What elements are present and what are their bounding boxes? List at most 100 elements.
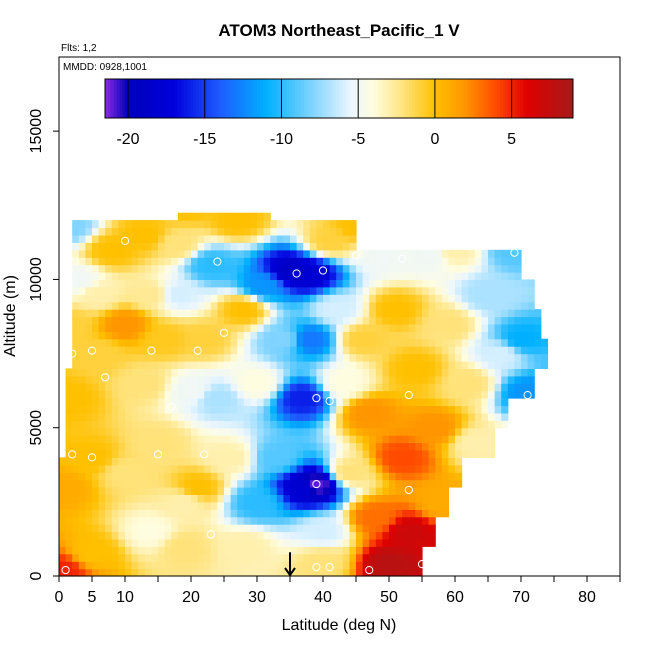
- heatmap-cell: [92, 272, 100, 280]
- heatmap-cell: [362, 309, 370, 318]
- heatmap-cell: [336, 331, 344, 340]
- heatmap-cell: [369, 368, 377, 377]
- heatmap-cell: [534, 338, 542, 347]
- heatmap-cell: [191, 405, 199, 414]
- heatmap-cell: [507, 316, 515, 325]
- heatmap-cell: [164, 427, 172, 436]
- heatmap-cell: [342, 524, 350, 533]
- heatmap-cell: [382, 361, 390, 369]
- heatmap-cell: [92, 553, 100, 562]
- heatmap-cell: [296, 435, 304, 444]
- heatmap-cell: [296, 242, 304, 251]
- heatmap-cell: [72, 553, 80, 562]
- heatmap-cell: [356, 353, 364, 362]
- heatmap-cell: [428, 383, 436, 392]
- heatmap-cell: [441, 398, 449, 407]
- heatmap-cell: [224, 516, 232, 525]
- heatmap-cell: [402, 546, 410, 555]
- heatmap-cell: [290, 316, 298, 325]
- heatmap-cell: [204, 257, 212, 266]
- heatmap-cell: [59, 501, 67, 510]
- heatmap-cell: [184, 457, 192, 466]
- heatmap-cell: [210, 405, 218, 414]
- heatmap-cell: [257, 279, 265, 288]
- heatmap-cell: [263, 279, 271, 288]
- heatmap-cell: [78, 412, 86, 421]
- heatmap-cell: [257, 368, 265, 377]
- heatmap-cell: [309, 435, 317, 444]
- heatmap-cell: [501, 383, 509, 392]
- heatmap-cell: [105, 516, 113, 525]
- heatmap-cell: [105, 234, 113, 243]
- heatmap-cell: [382, 435, 390, 444]
- heatmap-cell: [78, 286, 86, 295]
- heatmap-cell: [323, 479, 331, 488]
- heatmap-cell: [191, 323, 199, 332]
- subtitle-dates: MMDD: 0928,1001: [63, 62, 147, 73]
- heatmap-cell: [474, 264, 482, 273]
- heatmap-cell: [151, 368, 159, 377]
- colorbar-swatch: [473, 79, 477, 118]
- heatmap-cell: [111, 361, 119, 369]
- heatmap-cell: [177, 531, 185, 540]
- heatmap-cell: [336, 405, 344, 414]
- heatmap-cell: [210, 220, 218, 229]
- heatmap-cell: [78, 242, 86, 251]
- heatmap-cell: [283, 390, 291, 399]
- heatmap-cell: [428, 257, 436, 266]
- heatmap-cell: [270, 516, 278, 525]
- heatmap-cell: [296, 323, 304, 332]
- heatmap-cell: [197, 509, 205, 518]
- heatmap-cell: [474, 383, 482, 392]
- heatmap-cell: [171, 323, 179, 332]
- heatmap-cell: [197, 479, 205, 488]
- heatmap-cell: [362, 316, 370, 325]
- heatmap-cell: [474, 249, 482, 258]
- colorbar-swatch: [113, 79, 118, 118]
- heatmap-cell: [382, 487, 390, 495]
- heatmap-cell: [441, 301, 449, 310]
- heatmap-cell: [125, 353, 133, 362]
- heatmap-cell: [369, 346, 377, 355]
- heatmap-cell: [237, 323, 245, 332]
- heatmap-cell: [131, 405, 139, 414]
- heatmap-cell: [125, 524, 133, 533]
- heatmap-cell: [105, 494, 113, 503]
- heatmap-cell: [243, 323, 251, 332]
- heatmap-cell: [349, 242, 357, 251]
- heatmap-cell: [329, 227, 337, 236]
- heatmap-cell: [316, 405, 324, 414]
- heatmap-cell: [164, 457, 172, 466]
- heatmap-cell: [303, 383, 311, 392]
- heatmap-cell: [290, 531, 298, 540]
- heatmap-cell: [395, 568, 403, 577]
- heatmap-cell: [151, 472, 159, 481]
- heatmap-cell: [428, 316, 436, 325]
- heatmap-cell: [125, 331, 133, 340]
- heatmap-cell: [408, 353, 416, 362]
- heatmap-cell: [217, 553, 225, 562]
- heatmap-cell: [296, 509, 304, 518]
- heatmap-cell: [105, 412, 113, 421]
- heatmap-cell: [217, 501, 225, 510]
- heatmap-cell: [210, 538, 218, 547]
- heatmap-cell: [270, 242, 278, 251]
- heatmap-cell: [514, 316, 522, 325]
- heatmap-cell: [382, 553, 390, 562]
- heatmap-cell: [329, 487, 337, 495]
- heatmap-cell: [65, 442, 73, 451]
- heatmap-cell: [303, 561, 311, 570]
- heatmap-cell: [290, 390, 298, 399]
- heatmap-cell: [85, 346, 93, 355]
- heatmap-cell: [342, 501, 350, 510]
- y-tick-label: 5000: [28, 410, 45, 446]
- colorbar-swatch: [248, 79, 252, 118]
- heatmap-cell: [237, 294, 245, 303]
- heatmap-cell: [422, 509, 430, 518]
- heatmap-cell: [131, 487, 139, 495]
- heatmap-cell: [481, 427, 489, 436]
- colorbar-swatch: [172, 79, 176, 118]
- heatmap-cell: [224, 442, 232, 451]
- heatmap-cell: [349, 531, 357, 540]
- heatmap-cell: [98, 272, 106, 280]
